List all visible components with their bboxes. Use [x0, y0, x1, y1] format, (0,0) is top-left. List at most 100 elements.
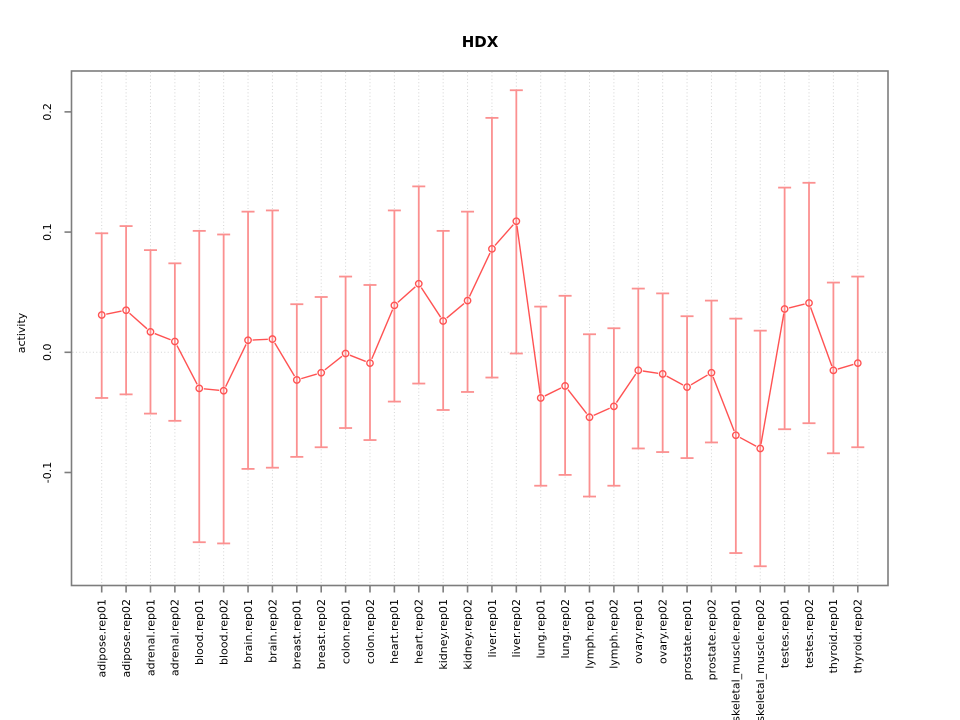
- data-point: [707, 368, 716, 377]
- x-tick-label: blood.rep01: [193, 599, 206, 665]
- y-tick-label: -0.1: [41, 462, 54, 483]
- data-point: [658, 370, 667, 378]
- data-point: [146, 327, 155, 336]
- data-point: [609, 402, 618, 411]
- y-axis-label: activity: [15, 312, 28, 353]
- data-point: [244, 336, 252, 345]
- x-tick-label: kidney.rep01: [437, 599, 450, 670]
- series-line-segment: [446, 303, 465, 319]
- data-point: [780, 305, 789, 313]
- chart-layer: -0.1 0.0 0.1 0.2 adipose.rep01 adipose.rep02 a…: [41, 70, 889, 720]
- x-tick-label: blood.rep02: [217, 599, 230, 665]
- data-point: [414, 279, 423, 288]
- data-point: [390, 301, 399, 310]
- series-line-segment: [301, 373, 317, 380]
- x-tick-label: adipose.rep01: [96, 599, 109, 678]
- series-line-segment: [593, 407, 610, 416]
- series-line-segment: [468, 252, 491, 297]
- data-point: [512, 217, 521, 226]
- series-line-segment: [712, 376, 735, 432]
- series-line-segment: [516, 225, 541, 394]
- x-tick-label: ovary.rep02: [657, 599, 670, 664]
- x-tick-label: skeletal_muscle.rep01: [730, 599, 743, 720]
- x-tick-label: adipose.rep02: [120, 599, 133, 678]
- series-line-segment: [176, 345, 198, 385]
- data-point: [195, 384, 204, 393]
- data-point: [292, 376, 301, 384]
- data-point: [97, 311, 106, 319]
- data-point: [805, 299, 813, 307]
- x-tick-label: lymph.rep01: [583, 599, 596, 669]
- series-line-segment: [324, 355, 343, 371]
- x-tick-label: prostate.rep02: [705, 599, 718, 680]
- data-point: [341, 349, 350, 358]
- data-point: [488, 245, 496, 253]
- series-line-segment: [397, 286, 416, 303]
- x-tick-label: lung.rep01: [535, 599, 548, 659]
- x-tick-label: liver.rep01: [486, 599, 499, 657]
- series-line-segment: [349, 354, 366, 363]
- x-tick-label: skeletal_muscle.rep02: [754, 599, 767, 720]
- x-tick-label: lung.rep02: [559, 599, 572, 659]
- series-line-segment: [544, 387, 562, 397]
- data-point: [439, 317, 448, 325]
- series-line-segment: [642, 370, 659, 374]
- data-point: [585, 413, 594, 422]
- data-point: [683, 383, 691, 392]
- plot-border: [70, 70, 889, 587]
- x-tick-label: liver.rep02: [510, 599, 523, 657]
- series-line-segment: [739, 436, 757, 447]
- x-tick-label: heart.rep02: [413, 599, 426, 664]
- x-tick-label: lymph.rep02: [608, 599, 621, 669]
- x-tick-label: colon.rep01: [339, 599, 352, 664]
- series-line-segment: [837, 363, 854, 370]
- series-line-segment: [690, 374, 708, 386]
- x-tick-label: brain.rep01: [242, 599, 255, 663]
- series-line-segment: [666, 375, 684, 386]
- x-tick-label: thyroid.rep02: [852, 599, 865, 673]
- x-tick-label: heart.rep01: [388, 599, 401, 664]
- x-tick-label: thyroid.rep01: [827, 599, 840, 673]
- x-tick-label: testes.rep01: [778, 599, 791, 668]
- chart-title: HDX: [462, 33, 499, 51]
- data-point: [829, 366, 838, 375]
- data-point: [731, 431, 740, 440]
- series-line-segment: [760, 313, 785, 445]
- data-point: [317, 368, 326, 377]
- x-tick-label: adrenal.rep01: [144, 599, 157, 676]
- series-line-segment: [203, 388, 220, 392]
- x-tick-label: testes.rep02: [803, 599, 816, 668]
- series-line-segment: [615, 373, 637, 403]
- data-point: [536, 394, 545, 402]
- data-point: [756, 444, 765, 453]
- series-line-segment: [809, 307, 833, 367]
- data-point: [634, 366, 643, 375]
- series-line-segment: [252, 338, 268, 341]
- data-point: [219, 386, 228, 395]
- series-line-segment: [420, 287, 442, 318]
- y-tick-label: 0.2: [41, 103, 54, 121]
- series-line-segment: [567, 389, 588, 415]
- data-point: [170, 337, 179, 346]
- series-line-segment: [154, 332, 171, 341]
- x-tick-label: breast.rep01: [291, 599, 304, 669]
- data-point: [268, 335, 277, 343]
- x-tick-label: kidney.rep02: [461, 599, 474, 670]
- data-point: [463, 296, 472, 305]
- data-point: [561, 382, 570, 390]
- x-tick-label: colon.rep02: [364, 599, 377, 664]
- series-line-segment: [129, 312, 148, 330]
- x-tick-label: adrenal.rep02: [169, 599, 182, 676]
- data-point: [122, 306, 130, 315]
- x-tick-label: ovary.rep01: [632, 599, 645, 664]
- x-tick-label: breast.rep02: [315, 599, 328, 669]
- series-line-segment: [788, 303, 805, 309]
- series-line-segment: [274, 342, 296, 377]
- series-line-segment: [371, 309, 394, 360]
- y-tick-label: 0.0: [41, 344, 54, 362]
- series-line-segment: [225, 344, 247, 387]
- series-line-segment: [494, 224, 514, 246]
- data-point: [853, 359, 862, 368]
